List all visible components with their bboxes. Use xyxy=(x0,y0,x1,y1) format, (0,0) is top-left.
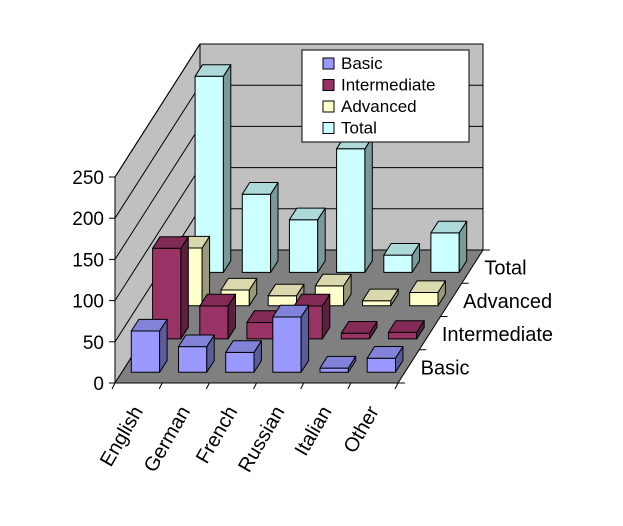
bar-front-face xyxy=(131,331,159,372)
bar-front-face xyxy=(247,323,275,339)
legend-label: Intermediate xyxy=(341,76,436,95)
y-tick-label: 100 xyxy=(72,292,104,313)
bar-front-face xyxy=(268,296,296,306)
depth-tick-label: Total xyxy=(484,258,526,280)
legend-swatch xyxy=(323,80,334,91)
bar-basic-french xyxy=(226,341,262,372)
bar-side-face xyxy=(365,137,372,272)
x-tick-mark xyxy=(206,383,209,389)
bar-front-face xyxy=(289,220,317,273)
x-tick-label: German xyxy=(140,403,195,477)
y-tick-label: 250 xyxy=(72,168,104,189)
y-tick-label: 0 xyxy=(93,374,104,395)
bar-intermediate-german xyxy=(200,294,236,339)
bar-front-face xyxy=(179,347,207,373)
depth-tick-label: Basic xyxy=(421,357,470,379)
bar-front-face xyxy=(242,194,270,272)
bar-basic-german xyxy=(179,335,215,372)
bar-side-face xyxy=(223,65,230,273)
legend-swatch xyxy=(323,58,334,69)
y-axis-labels: 0 50 100 150 200 250 xyxy=(72,168,104,395)
x-tick-mark xyxy=(301,383,304,389)
legend-label: Basic xyxy=(341,54,383,73)
x-tick-label: Russian xyxy=(234,403,289,477)
x-tick-mark xyxy=(254,383,257,389)
bar-total-italian xyxy=(384,244,420,273)
bar-basic-other xyxy=(367,347,403,373)
bar-front-face xyxy=(320,368,348,372)
x-tick-label: French xyxy=(192,403,242,468)
x-tick-mark xyxy=(395,383,398,389)
bar-front-face xyxy=(410,293,438,306)
bar-front-face xyxy=(431,233,459,273)
legend-label: Total xyxy=(341,119,377,138)
bar-front-face xyxy=(226,352,254,372)
bar-total-german xyxy=(242,183,278,273)
bar-basic-english xyxy=(131,319,167,372)
bar-front-face xyxy=(388,332,416,339)
x-tick-mark xyxy=(112,383,115,389)
legend-swatch xyxy=(323,123,334,134)
x-tick-label: Other xyxy=(340,402,384,457)
bar-front-face xyxy=(363,301,391,306)
bar-front-face xyxy=(200,306,228,339)
y-tick-label: 150 xyxy=(72,250,104,271)
x-tick-mark xyxy=(159,383,162,389)
bar-advanced-other xyxy=(410,281,446,306)
chart-svg: 0 50 100 150 200 250 EnglishGermanFrenchRussi… xyxy=(0,0,623,521)
depth-tick-label: Intermediate xyxy=(442,324,553,346)
bar-intermediate-italian xyxy=(341,322,377,339)
bar-advanced-italian xyxy=(363,289,399,306)
x-tick-label: Italian xyxy=(291,403,337,460)
bar-front-face xyxy=(341,333,369,339)
legend-swatch xyxy=(323,101,334,112)
x-tick-mark xyxy=(348,383,351,389)
bar-front-face xyxy=(337,149,365,273)
bar-intermediate-other xyxy=(388,321,424,339)
legend-label: Advanced xyxy=(341,97,417,116)
bar-total-other xyxy=(431,221,467,272)
bar-front-face xyxy=(384,255,412,272)
legend: Basic Intermediate Advanced Total xyxy=(302,50,469,142)
bar-basic-russian xyxy=(273,305,309,372)
bar-basic-italian xyxy=(320,356,356,372)
chart-container: 0 50 100 150 200 250 English German French Russi… xyxy=(0,0,623,521)
bar-total-russian xyxy=(337,137,373,272)
y-tick-label: 200 xyxy=(72,209,104,230)
y-tick-label: 50 xyxy=(83,333,104,354)
bar-total-french xyxy=(289,208,325,272)
depth-tick-label: Advanced xyxy=(463,291,552,313)
bar-side-face xyxy=(181,237,188,339)
bar-front-face xyxy=(367,358,395,372)
x-tick-label: English xyxy=(96,403,148,471)
bar-side-face xyxy=(271,183,278,273)
bar-front-face xyxy=(273,317,301,372)
